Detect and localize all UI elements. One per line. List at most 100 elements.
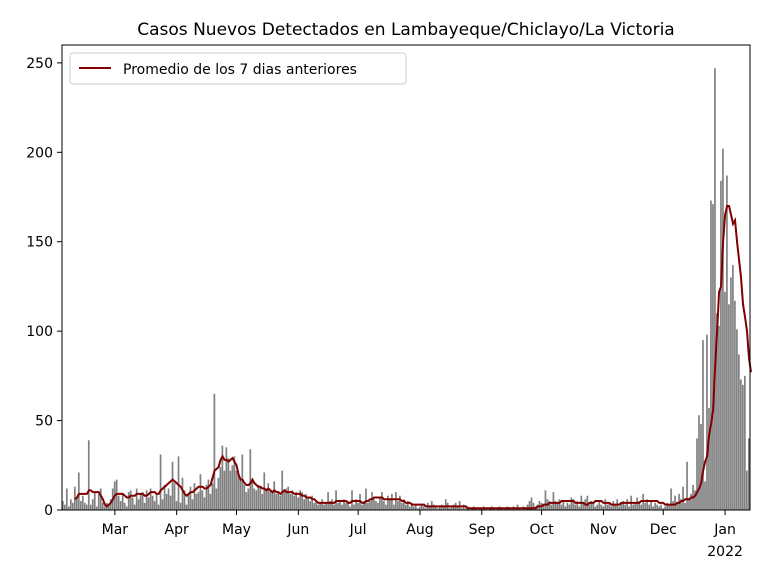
bar [371, 492, 373, 510]
bar [343, 499, 345, 510]
bar [460, 508, 463, 510]
bar [259, 486, 262, 510]
bar [217, 477, 220, 510]
bar [155, 493, 158, 510]
bar [698, 415, 700, 510]
bar [119, 501, 122, 510]
bar [560, 504, 563, 510]
x-tick-label: Jun [286, 522, 309, 538]
bar [632, 504, 635, 510]
bar [718, 325, 720, 510]
bar [586, 495, 589, 510]
bar [387, 495, 389, 510]
bar [263, 472, 266, 510]
bar [414, 504, 417, 510]
bar [215, 488, 218, 510]
bar [71, 502, 74, 510]
x-tick-label: Nov [590, 522, 617, 538]
bar [311, 495, 313, 510]
bar [399, 495, 401, 510]
bar [65, 488, 68, 510]
bar [159, 454, 162, 510]
bar [229, 470, 232, 510]
bar [618, 506, 621, 510]
bar [151, 495, 154, 510]
x-tick-year-label: 2022 [707, 544, 743, 560]
bar [578, 506, 581, 510]
bar [327, 492, 329, 510]
bar [420, 504, 423, 510]
bar [662, 508, 664, 510]
bar [610, 506, 613, 510]
bar [201, 490, 204, 510]
bar [299, 490, 302, 510]
bar [261, 493, 264, 510]
bar [542, 504, 545, 510]
bar [103, 506, 106, 510]
bar [408, 506, 411, 510]
bar [209, 493, 212, 510]
x-tick-label: Dec [650, 522, 677, 538]
bar [211, 483, 214, 510]
x-tick-label: Apr [165, 522, 189, 538]
bar [604, 499, 607, 510]
x-axis: Mar Apr May Jun Jul Aug Sep Oct Nov Dec Jan 2022 [102, 510, 743, 560]
bar [712, 204, 714, 511]
bar [223, 470, 226, 510]
bar [708, 408, 710, 510]
bar [566, 502, 569, 510]
bar [267, 483, 270, 510]
bar [554, 501, 557, 510]
bar [179, 502, 182, 510]
bar [600, 504, 603, 510]
x-tick-label: Mar [102, 522, 129, 538]
bar [127, 492, 130, 510]
bar [195, 493, 198, 510]
bar [738, 354, 740, 510]
bar [696, 438, 698, 510]
y-tick-label: 100 [26, 324, 53, 340]
bar [422, 506, 425, 510]
bar [614, 504, 617, 510]
bar [147, 497, 150, 510]
bar [173, 483, 176, 510]
bar [341, 504, 343, 510]
bar [694, 490, 696, 510]
bar [622, 501, 625, 510]
bar [249, 449, 252, 510]
bar [85, 504, 88, 510]
bar [688, 499, 690, 510]
bar [143, 502, 146, 510]
bar [401, 502, 403, 510]
bar [606, 504, 609, 510]
bar [349, 506, 351, 510]
bar [397, 501, 399, 510]
bar [123, 502, 126, 510]
bar [377, 502, 379, 510]
bar [171, 461, 174, 510]
bar [355, 499, 357, 510]
chart-title: Casos Nuevos Detectados en Lambayeque/Ch… [137, 20, 674, 40]
bar [169, 495, 172, 510]
bar [660, 504, 662, 510]
bar [295, 492, 298, 510]
bar [199, 474, 202, 510]
bar [137, 499, 140, 510]
bar [410, 502, 413, 510]
bar [329, 501, 331, 510]
bar [405, 504, 407, 510]
bar [231, 465, 234, 510]
bar [357, 502, 359, 510]
bar [582, 502, 585, 510]
bar [287, 486, 290, 510]
bar [207, 479, 210, 510]
bar [428, 506, 431, 510]
bar [690, 493, 692, 510]
bar [576, 501, 579, 510]
bar [339, 501, 341, 510]
bar [732, 264, 734, 510]
bar [648, 504, 650, 510]
bar [628, 506, 631, 510]
bar [594, 506, 597, 510]
bar [107, 504, 110, 510]
